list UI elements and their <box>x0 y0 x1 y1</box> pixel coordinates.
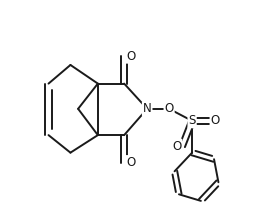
Text: N: N <box>143 102 151 115</box>
Text: O: O <box>126 50 135 63</box>
Text: O: O <box>164 102 174 115</box>
Text: O: O <box>211 114 220 127</box>
Text: S: S <box>188 114 196 127</box>
Text: O: O <box>126 156 135 169</box>
Text: O: O <box>172 140 181 153</box>
